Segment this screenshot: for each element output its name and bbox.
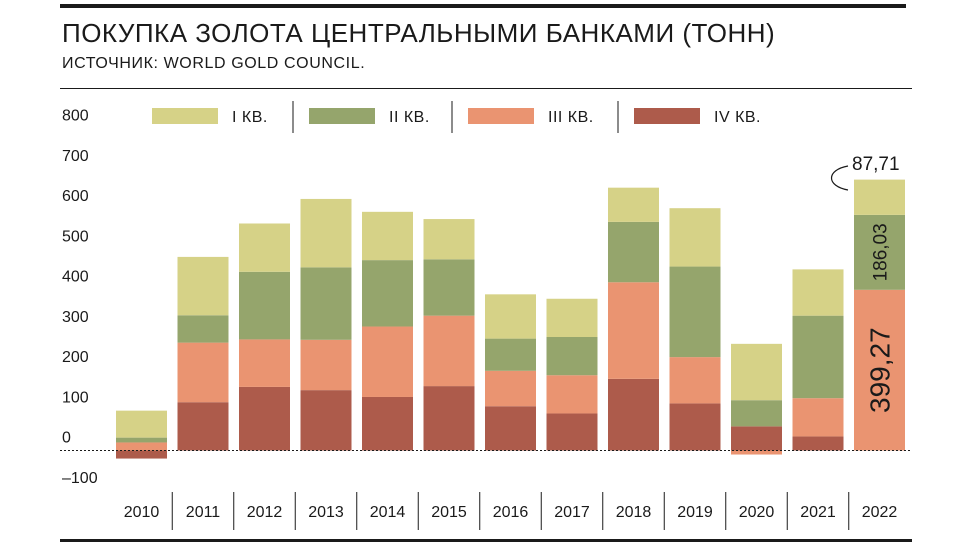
bar-segment bbox=[854, 179, 905, 215]
bar-segment bbox=[300, 390, 352, 451]
x-tick-label: 2016 bbox=[493, 504, 529, 521]
legend-label: III КВ. bbox=[548, 109, 594, 126]
x-tick-label: 2014 bbox=[370, 504, 406, 521]
x-tick-label: 2020 bbox=[739, 504, 775, 521]
bar-segment bbox=[731, 450, 782, 455]
bar-segment bbox=[116, 442, 167, 451]
bar-segment bbox=[485, 294, 536, 339]
y-tick-label: 600 bbox=[62, 188, 89, 205]
y-tick-label: 0 bbox=[62, 430, 71, 447]
legend-swatch bbox=[634, 108, 700, 124]
x-tick-label: 2011 bbox=[186, 504, 221, 521]
bar-segment bbox=[792, 315, 844, 399]
legend-label: IV КВ. bbox=[714, 109, 761, 126]
bar-segment bbox=[116, 410, 167, 438]
bar-segment bbox=[423, 386, 475, 451]
bar-segment bbox=[608, 378, 659, 451]
bar-segment bbox=[362, 396, 413, 451]
bar-segment bbox=[300, 198, 352, 268]
bar-segment bbox=[177, 342, 229, 403]
bar-segment bbox=[116, 437, 167, 443]
bar-segment bbox=[731, 426, 782, 451]
bar-segment bbox=[423, 219, 475, 260]
chart-title: ПОКУПКА ЗОЛОТА ЦЕНТРАЛЬНЫМИ БАНКАМИ (ТОН… bbox=[62, 18, 776, 48]
bar-segment bbox=[546, 337, 598, 376]
bar-segment bbox=[669, 208, 721, 267]
bar-segment bbox=[792, 436, 844, 451]
chart-subtitle: ИСТОЧНИК: WORLD GOLD COUNCIL. bbox=[62, 55, 366, 72]
y-tick-label: 200 bbox=[62, 349, 89, 366]
annotation-q1-label: 87,71 bbox=[852, 154, 900, 175]
bar-segment bbox=[239, 223, 290, 272]
bar-segment bbox=[423, 315, 475, 387]
bar-segment bbox=[608, 221, 659, 283]
bar-segment bbox=[546, 375, 598, 414]
bar-segment bbox=[546, 413, 598, 451]
x-tick-label: 2010 bbox=[124, 504, 160, 521]
bar-segment bbox=[731, 343, 782, 401]
bar-segment bbox=[362, 211, 413, 261]
x-tick-label: 2021 bbox=[800, 504, 836, 521]
bar-segment bbox=[731, 400, 782, 427]
bar-segment bbox=[116, 450, 167, 459]
bar-segment bbox=[485, 370, 536, 407]
bar-segment bbox=[239, 271, 290, 340]
x-tick-label: 2013 bbox=[308, 504, 344, 521]
bar-segment bbox=[177, 315, 229, 343]
y-tick-label: –100 bbox=[62, 470, 98, 487]
x-tick-label: 2017 bbox=[554, 504, 590, 521]
bar-segment bbox=[300, 339, 352, 391]
bar-segment bbox=[854, 214, 905, 290]
y-tick-label: 500 bbox=[62, 228, 89, 245]
annotation-q3-label: 399,27 bbox=[865, 327, 896, 413]
bar-segment bbox=[608, 282, 659, 379]
bottom-rule bbox=[60, 539, 912, 542]
legend-label: II КВ. bbox=[389, 109, 430, 126]
bar-segment bbox=[423, 259, 475, 316]
bar-segment bbox=[792, 269, 844, 316]
x-tick-label: 2019 bbox=[677, 504, 713, 521]
bar-segment bbox=[669, 357, 721, 404]
bar-segment bbox=[239, 339, 290, 387]
header-divider bbox=[60, 88, 912, 89]
y-tick-label: 800 bbox=[62, 108, 89, 125]
bar-segment bbox=[362, 326, 413, 397]
bar-segment bbox=[300, 267, 352, 340]
y-tick-label: 100 bbox=[62, 389, 89, 406]
bar-segment bbox=[608, 187, 659, 222]
bar-segment bbox=[177, 402, 229, 451]
annotation-pointer bbox=[830, 165, 849, 191]
bar-segment bbox=[177, 256, 229, 316]
y-tick-label: 700 bbox=[62, 148, 89, 165]
x-tick-label: 2012 bbox=[247, 504, 283, 521]
legend-swatch bbox=[468, 108, 534, 124]
legend-swatch bbox=[309, 108, 375, 124]
bar-segment bbox=[362, 260, 413, 327]
y-tick-label: 300 bbox=[62, 309, 89, 326]
bar-segment bbox=[669, 266, 721, 358]
x-tick-label: 2015 bbox=[431, 504, 467, 521]
legend-swatch bbox=[152, 108, 218, 124]
y-tick-label: 400 bbox=[62, 269, 89, 286]
bar-segment bbox=[485, 338, 536, 371]
bar-segment bbox=[669, 403, 721, 451]
legend-label: I КВ. bbox=[232, 109, 268, 126]
top-rule bbox=[60, 4, 906, 8]
bar-segment bbox=[485, 406, 536, 451]
x-tick-label: 2022 bbox=[862, 504, 898, 521]
annotation-q2-label: 186,03 bbox=[871, 223, 892, 281]
bar-segment bbox=[239, 386, 290, 451]
x-tick-label: 2018 bbox=[616, 504, 652, 521]
bar-segment bbox=[546, 298, 598, 337]
bar-segment bbox=[854, 289, 905, 451]
bar-segment bbox=[792, 398, 844, 437]
